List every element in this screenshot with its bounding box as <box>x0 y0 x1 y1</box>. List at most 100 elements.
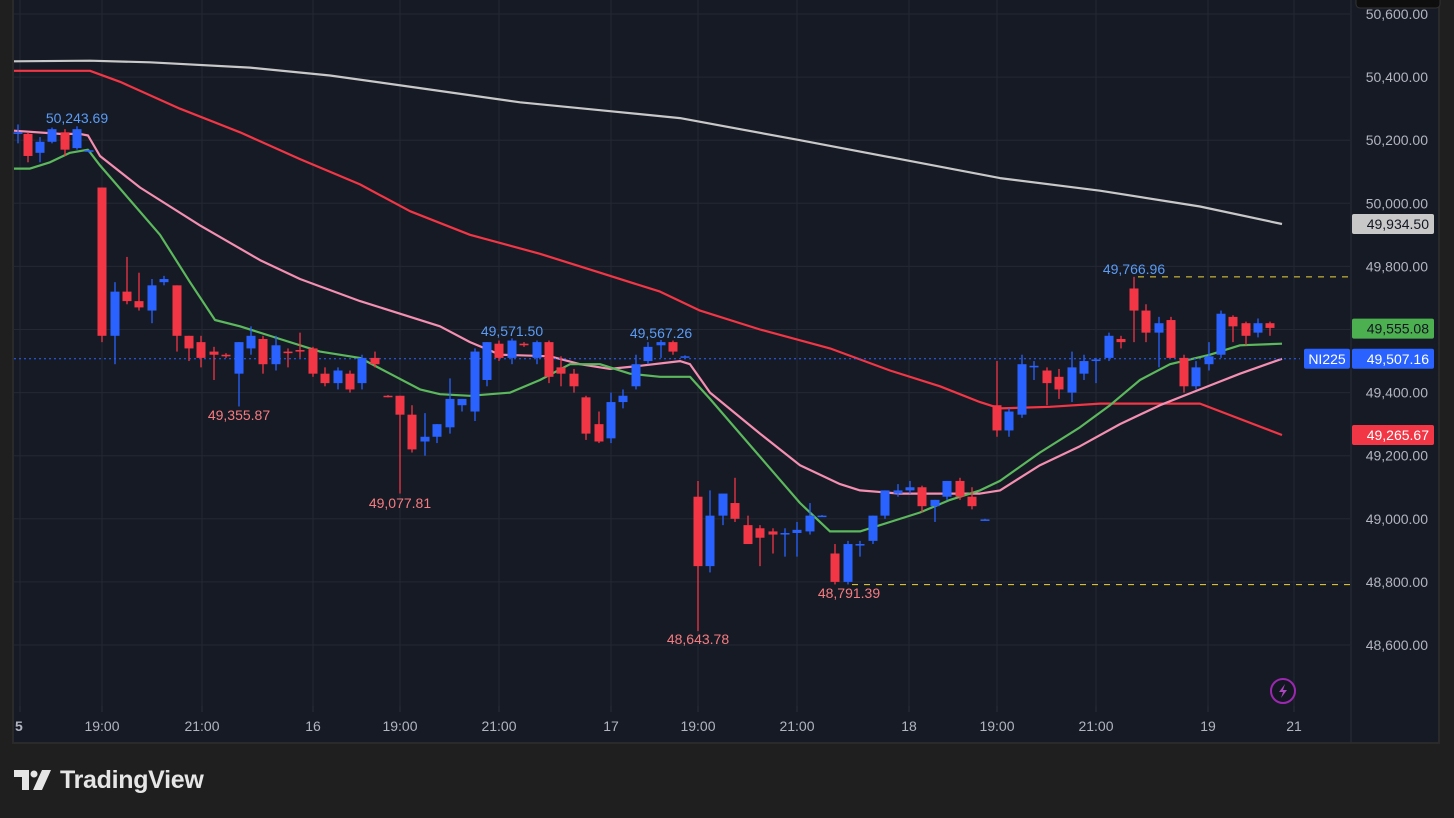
symbol-tag-bg <box>1304 348 1350 369</box>
high-low-annotations: 50,243.69 49,355.87 49,077.81 49,571.50 49,5… <box>46 110 1165 647</box>
candle <box>196 335 206 368</box>
price-tick-label: 50,400.00 <box>1366 69 1428 85</box>
candle-body <box>1004 411 1014 431</box>
candle <box>556 356 566 387</box>
low-price-label: 49,355.87 <box>208 407 270 423</box>
lightning-icon[interactable] <box>1270 678 1296 704</box>
candle <box>47 127 57 144</box>
candle <box>271 335 281 371</box>
candle <box>705 490 715 573</box>
candle <box>383 395 393 398</box>
candle <box>84 149 94 153</box>
candle <box>1265 321 1275 336</box>
candle <box>1166 316 1176 358</box>
price-tag: 49,265.67 <box>1352 424 1434 445</box>
time-tick-label: 16 <box>305 718 321 734</box>
candle <box>569 368 579 393</box>
candle <box>258 335 268 374</box>
candle <box>817 515 827 518</box>
candle-body <box>370 357 380 365</box>
candle <box>159 275 169 286</box>
price-tag-label: 49,934.50 <box>1367 216 1429 232</box>
candle <box>1216 310 1226 358</box>
candle-body <box>544 342 554 377</box>
candle-body <box>482 342 492 380</box>
candle <box>880 490 890 519</box>
candle <box>942 480 952 500</box>
candle-body <box>680 356 690 358</box>
candle-body <box>1253 323 1263 333</box>
candle-body <box>1091 359 1101 362</box>
candle <box>656 339 666 358</box>
candle-body <box>209 351 219 355</box>
candle <box>643 342 653 365</box>
ma-line-pink <box>13 129 1283 495</box>
candle-body <box>445 398 455 428</box>
candle-body <box>333 370 343 384</box>
candle-body <box>693 496 703 567</box>
high-price-label: 49,766.96 <box>1103 261 1165 277</box>
candle-body <box>718 493 728 516</box>
candle-body <box>159 279 169 283</box>
candle <box>743 515 753 545</box>
candle-body <box>992 405 1002 431</box>
chart-area[interactable] <box>12 0 1440 744</box>
candle-body <box>805 515 815 532</box>
time-axis[interactable]: 5 19:00 21:00 16 19:00 21:00 17 19:00 21:00 18 19:… <box>15 706 1302 734</box>
candle <box>1017 354 1027 418</box>
low-price-label: 48,791.39 <box>818 585 880 601</box>
candle <box>693 480 703 632</box>
candle <box>333 367 343 390</box>
candle-body <box>1191 367 1201 387</box>
time-tick-label: 21:00 <box>779 718 814 734</box>
price-tick-label: 49,200.00 <box>1366 448 1428 464</box>
candle-body <box>13 132 23 134</box>
candle <box>1079 354 1089 380</box>
candle <box>606 392 616 444</box>
price-tick-label: 50,000.00 <box>1366 195 1428 211</box>
candle-body <box>507 340 517 358</box>
candle-body <box>880 490 890 516</box>
high-low-lines <box>14 276 1350 586</box>
candle <box>395 395 405 494</box>
price-tick-label: 48,800.00 <box>1366 574 1428 590</box>
candle <box>482 342 492 387</box>
candle <box>768 528 778 554</box>
low-price-label: 49,077.81 <box>369 495 431 511</box>
price-tick-label: 48,600.00 <box>1366 637 1428 653</box>
candle-body <box>1166 320 1176 358</box>
candle <box>134 272 144 311</box>
candle <box>370 351 380 368</box>
time-tick-label: 5 <box>15 718 23 734</box>
candle-body <box>60 132 70 150</box>
candle <box>805 503 815 535</box>
candle-body <box>1228 316 1238 327</box>
candle <box>184 335 194 362</box>
price-axis[interactable]: 50,600.00 50,400.00 50,200.00 50,000.00 49,8… <box>1366 6 1428 653</box>
price-tag-bg <box>1352 318 1434 339</box>
candle <box>221 353 231 358</box>
candle <box>1129 276 1139 343</box>
candle-body <box>184 335 194 349</box>
candle <box>507 338 517 365</box>
time-tick-label: 19 <box>1200 718 1216 734</box>
candle-body <box>532 342 542 358</box>
candle-body <box>843 544 853 582</box>
candle <box>668 340 678 355</box>
candle-body <box>606 402 616 439</box>
price-tag-label: 49,555.08 <box>1367 321 1429 337</box>
candle-body <box>72 129 82 149</box>
candle-body <box>196 342 206 358</box>
brand-name: TradingView <box>60 766 204 794</box>
tradingview-logo[interactable]: TradingView <box>14 766 204 795</box>
candle <box>1004 408 1014 437</box>
candle <box>1241 321 1251 346</box>
time-tick-label: 19:00 <box>979 718 1014 734</box>
candle-body <box>780 532 790 535</box>
candle <box>457 398 467 412</box>
candle <box>830 544 840 585</box>
candle-body <box>295 350 305 352</box>
candle-body <box>980 519 990 521</box>
candle-body <box>47 129 57 142</box>
